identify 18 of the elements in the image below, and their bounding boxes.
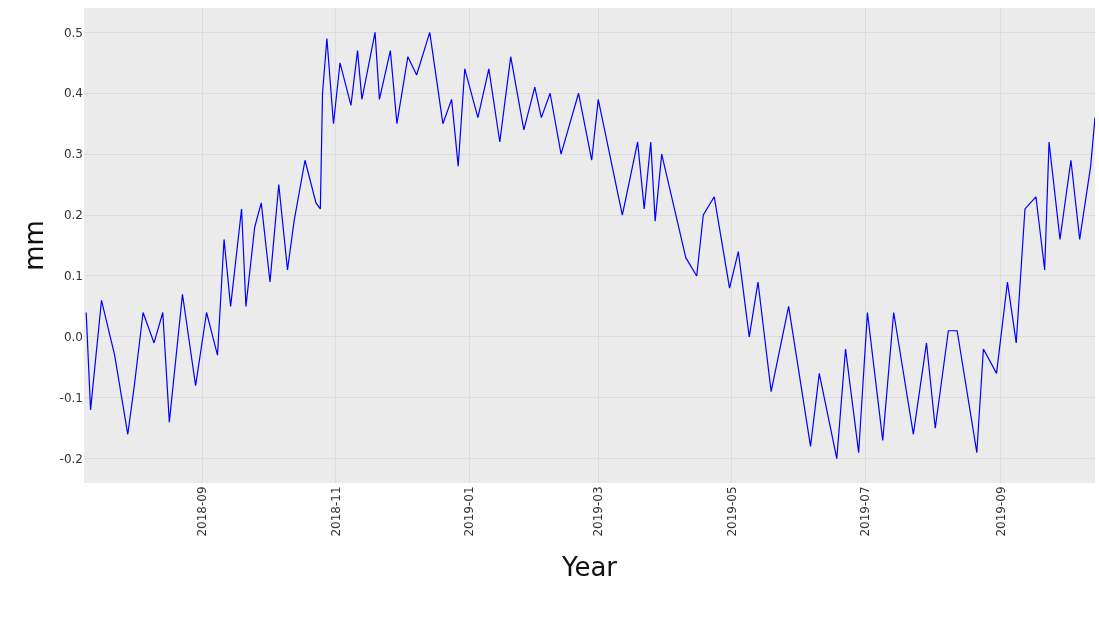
y-tick-label: 0.2 xyxy=(63,208,83,223)
x-tick-label: 2018-11 xyxy=(328,486,343,537)
y-axis-title: mm xyxy=(18,220,49,271)
y-tick-label: 0.3 xyxy=(63,147,83,162)
x-tick-label: 2019-05 xyxy=(724,486,739,537)
y-tick-label: 0.1 xyxy=(63,269,83,284)
y-tick-label: 0.5 xyxy=(63,25,83,40)
y-tick-label: 0.4 xyxy=(63,86,83,101)
y-tick-label: -0.2 xyxy=(59,451,83,466)
x-tick-label: 2018-09 xyxy=(195,486,210,537)
y-tick-label: 0.0 xyxy=(63,330,83,345)
x-tick-label: 2019-03 xyxy=(591,486,606,537)
x-axis-title: Year xyxy=(560,552,618,583)
y-tick-label: -0.1 xyxy=(59,390,83,405)
line-series xyxy=(85,31,1095,460)
x-tick-label: 2019-07 xyxy=(858,486,873,537)
x-tick-label: 2019-09 xyxy=(993,486,1008,537)
x-tick-label: 2019-01 xyxy=(462,486,477,537)
